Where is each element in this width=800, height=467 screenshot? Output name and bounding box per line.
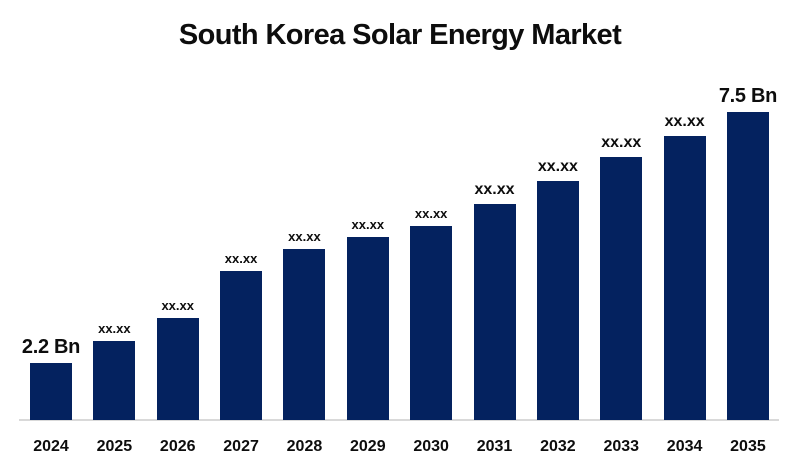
x-axis-line xyxy=(19,419,779,421)
bar-2026 xyxy=(156,318,199,420)
bar-value-label-2025: xx.xx xyxy=(98,321,131,336)
x-tick-label-2033: 2033 xyxy=(603,438,640,455)
bar-value-label-2031: xx.xx xyxy=(474,181,515,198)
x-tick-label-2034: 2034 xyxy=(666,438,703,455)
x-tick-label-2024: 2024 xyxy=(33,438,69,455)
x-tick-label-2035: 2035 xyxy=(730,438,766,455)
bar-2025 xyxy=(93,341,136,420)
x-tick-label-2029: 2029 xyxy=(350,438,386,455)
bar-value-label-2024: 2.2 Bn xyxy=(21,336,81,358)
bar-2032 xyxy=(536,181,579,420)
bar-2030 xyxy=(410,226,453,420)
x-tick-label-2025: 2025 xyxy=(96,438,133,455)
bar-value-label-2028: xx.xx xyxy=(288,229,321,244)
bar-value-label-2029: xx.xx xyxy=(351,217,385,232)
bar-value-label-2033: xx.xx xyxy=(601,134,642,151)
x-tick-label-2027: 2027 xyxy=(223,438,259,455)
bar-2024 xyxy=(30,363,72,420)
bar-2034 xyxy=(663,136,706,420)
chart-title: South Korea Solar Energy Market xyxy=(178,19,622,51)
bar-2028 xyxy=(283,249,326,420)
bar-value-label-2034: xx.xx xyxy=(664,113,705,130)
bar-value-label-2035: 7.5 Bn xyxy=(718,85,778,107)
bar-2033 xyxy=(600,157,643,420)
bar-value-label-2030: xx.xx xyxy=(414,206,448,221)
bar-2027 xyxy=(220,271,263,420)
x-tick-label-2028: 2028 xyxy=(286,438,323,455)
bar-2031 xyxy=(473,204,516,420)
bar-value-label-2027: xx.xx xyxy=(224,251,258,266)
x-tick-label-2031: 2031 xyxy=(476,438,513,455)
bar-value-label-2032: xx.xx xyxy=(537,158,578,175)
x-tick-label-2030: 2030 xyxy=(413,438,449,455)
bar-2029 xyxy=(346,237,389,420)
bar-2035 xyxy=(726,112,769,420)
x-tick-label-2032: 2032 xyxy=(540,438,576,455)
bar-value-label-2026: xx.xx xyxy=(161,298,194,313)
x-tick-label-2026: 2026 xyxy=(159,438,196,455)
